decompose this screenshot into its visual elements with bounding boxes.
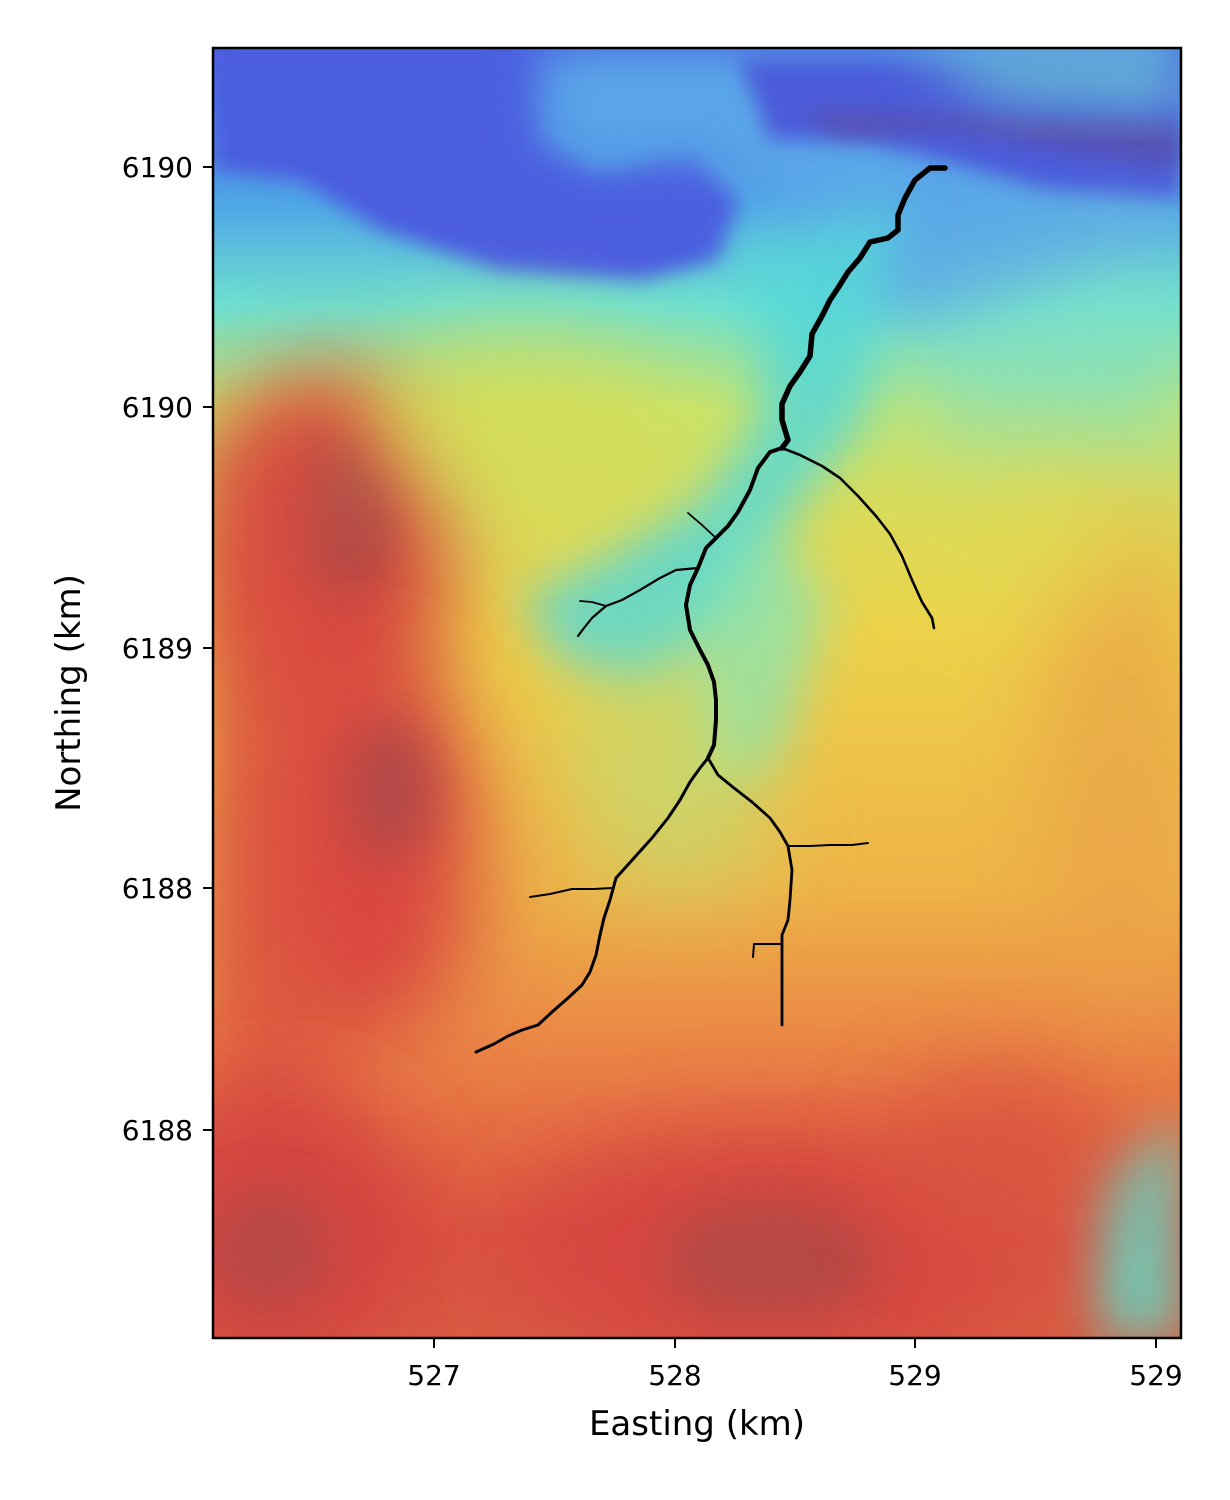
northwest-spur	[687, 512, 717, 539]
lower-east-spur	[752, 943, 783, 958]
x-axis	[433, 1338, 1157, 1348]
lower-west-spur	[529, 887, 613, 898]
main-stem	[779, 165, 948, 451]
x-tick-label: 529	[888, 1359, 941, 1392]
stream-network	[474, 165, 948, 1054]
lower-west-branch	[474, 756, 710, 1054]
elevation-raster	[213, 48, 1181, 1338]
x-axis-label: Easting (km)	[589, 1404, 805, 1444]
y-tick-label: 6188	[122, 1114, 193, 1147]
y-axis	[203, 166, 213, 1131]
west-tributary-spur	[579, 600, 607, 607]
east-tributary	[780, 446, 936, 630]
axes-frame	[211, 46, 1183, 1340]
x-tick-label: 528	[648, 1359, 701, 1392]
y-tick-label: 6190	[122, 391, 193, 424]
y-axis-label: Northing (km)	[49, 574, 89, 812]
main-stem-middle	[684, 446, 784, 760]
y-tick-label: 6190	[122, 151, 193, 184]
east-spur	[787, 842, 869, 847]
y-tick-label: 6189	[122, 632, 193, 665]
west-tributary	[576, 566, 700, 638]
y-tick-label: 6188	[122, 872, 193, 905]
x-tick-label: 529	[1129, 1359, 1182, 1392]
x-tick-label: 527	[407, 1359, 460, 1392]
